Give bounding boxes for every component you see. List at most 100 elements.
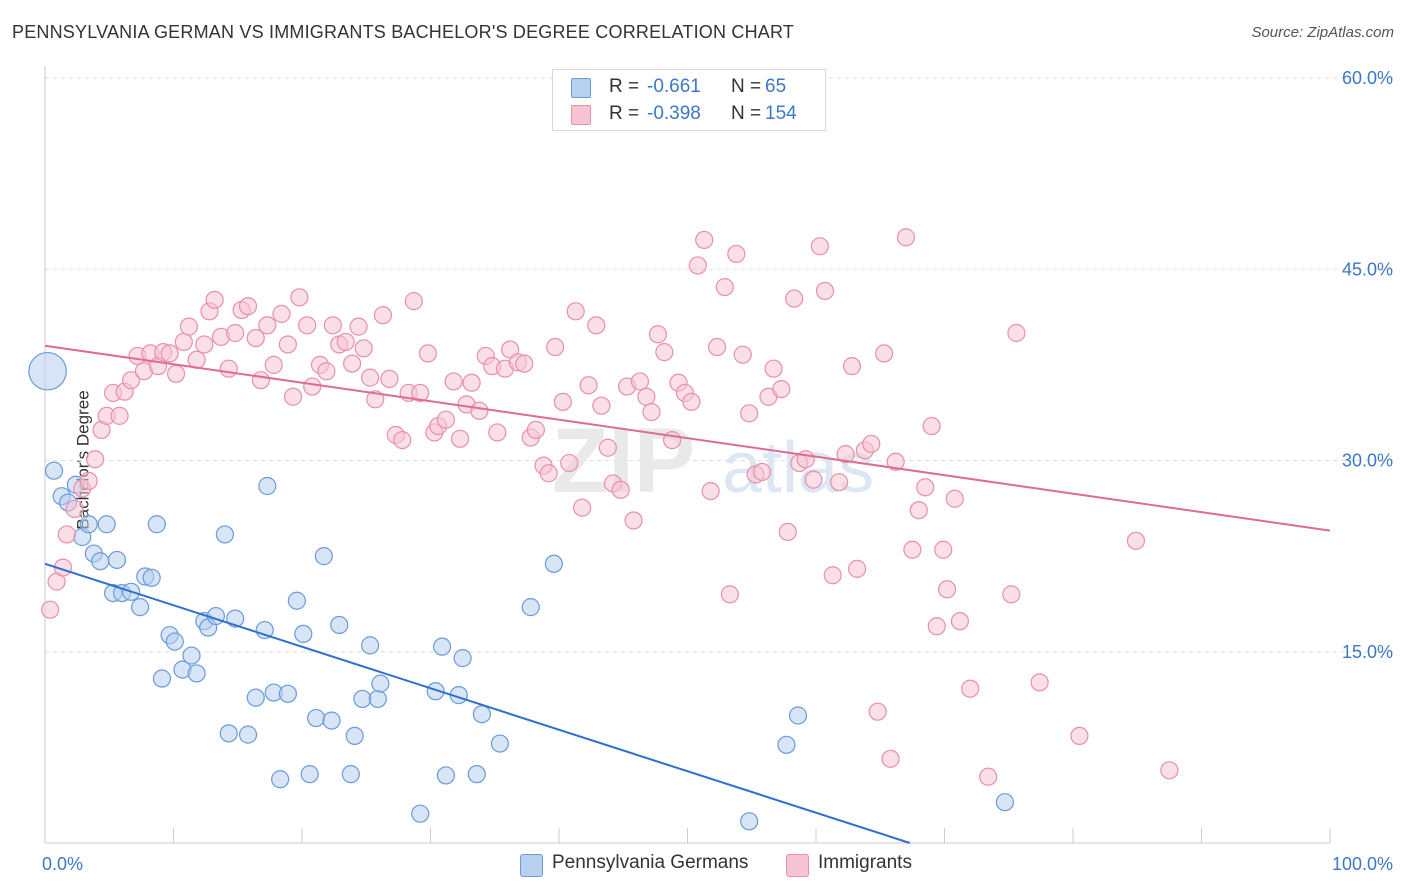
immigrant-point (785, 289, 804, 308)
pennsylvania-german-point (472, 705, 491, 724)
immigrant-point (444, 372, 463, 391)
immigrant-point (752, 462, 772, 482)
tick-label-layer: 15.0% 30.0% 45.0% 60.0% 0.0% 100.0% (42, 68, 1393, 874)
correlation-row-immigrants: R = -0.398 N = 154 (553, 101, 825, 127)
pink-swatch-icon (786, 854, 809, 877)
immigrant-point (526, 420, 545, 439)
pennsylvania-german-point (371, 674, 390, 693)
n-value: 154 (765, 103, 797, 124)
r-value: -0.661 (647, 76, 701, 97)
immigrant-point (727, 244, 746, 264)
pennsylvania-german-point (307, 708, 326, 728)
pennsylvania-german-point (165, 632, 184, 651)
immigrant-point (836, 445, 855, 464)
x-tick-label: 0.0% (42, 854, 83, 874)
pennsylvania-german-point (219, 724, 238, 743)
pennsylvania-german-point (426, 682, 445, 701)
immigrant-point (961, 679, 980, 698)
immigrant-point (41, 600, 60, 619)
immigrant-point (166, 364, 186, 383)
immigrant-point (205, 290, 224, 309)
pennsylvania-german-point (544, 554, 563, 573)
pennsylvania-german-point (411, 804, 430, 823)
pennsylvania-german-point (322, 711, 341, 730)
immigrant-point (896, 228, 916, 247)
n-label: N = (731, 103, 762, 124)
immigrant-point (934, 540, 953, 559)
immigrant-point (160, 344, 179, 363)
immigrant-point (515, 354, 534, 373)
axis-layer (44, 66, 1331, 844)
immigrant-point (823, 566, 842, 585)
pennsylvania-german-point (341, 765, 360, 784)
immigrant-point (373, 306, 393, 325)
chart-title: PENNSYLVANIA GERMAN VS IMMIGRANTS BACHEL… (12, 22, 795, 42)
immigrant-point (251, 371, 270, 390)
pennsylvania-german-point (79, 515, 98, 534)
y-tick-label: 30.0% (1342, 451, 1393, 471)
immigrant-point (86, 450, 105, 469)
immigrant-point (579, 376, 598, 395)
immigrant-point (450, 429, 470, 448)
immigrant-point (121, 371, 141, 390)
immigrant-point (611, 480, 630, 499)
immigrant-point (950, 612, 970, 631)
points-layer (28, 228, 1179, 831)
pennsylvania-german-point (152, 669, 172, 688)
immigrant-point (323, 316, 342, 335)
pennsylvania-german-point (740, 812, 759, 831)
pennsylvania-german-point (258, 476, 277, 496)
immigrant-point (560, 453, 579, 473)
r-label: R = (609, 103, 640, 124)
immigrant-trendline (44, 344, 1331, 532)
immigrant-point (707, 337, 727, 357)
immigrant-point (573, 498, 592, 517)
immigrant-point (642, 402, 661, 422)
immigrant-point (380, 369, 399, 388)
pennsylvania-german-point (287, 591, 306, 610)
immigrant-point (637, 387, 656, 406)
immigrant-point (1002, 585, 1021, 604)
pennsylvania-german-point (44, 461, 64, 480)
immigrant-point (219, 359, 238, 378)
pennsylvania-german-point (278, 684, 297, 703)
immigrant-point (361, 368, 380, 387)
trend-layer (44, 344, 1331, 844)
immigrant-point (715, 278, 734, 297)
pennsylvania-german-point (271, 770, 290, 789)
immigrant-point (343, 354, 362, 373)
grid-layer (45, 77, 1393, 653)
n-value: 65 (765, 76, 787, 97)
immigrant-point (587, 316, 606, 335)
pennsylvania-german-point (91, 552, 110, 571)
immigrant-point (79, 471, 98, 490)
immigrant-point (418, 344, 438, 363)
immigrant-point (682, 392, 701, 411)
immigrant-point (695, 230, 714, 250)
immigrant-point (566, 302, 585, 321)
pennsylvania-german-point (130, 598, 150, 617)
immigrant-point (393, 431, 412, 450)
immigrant-point (886, 452, 905, 471)
pennsylvania-german-point (788, 706, 808, 725)
immigrant-point (916, 478, 935, 497)
pennsylvania-german-point (330, 615, 349, 635)
n-label: N = (731, 76, 762, 97)
pennsylvania-german-point (182, 646, 201, 665)
immigrant-point (278, 335, 297, 354)
pink-swatch-icon (571, 105, 591, 125)
y-tick-label: 60.0% (1342, 68, 1393, 88)
correlation-box: R = -0.661 N = 65 R = -0.398 N = 154 (552, 69, 826, 131)
immigrant-point (283, 387, 303, 406)
immigrant-point (922, 416, 941, 436)
immigrant-point (909, 501, 928, 520)
immigrant-point (598, 438, 617, 457)
immigrant-point (945, 489, 964, 508)
immigrant-point (655, 343, 674, 362)
blue-swatch-icon (520, 854, 543, 877)
pennsylvania-german-point (353, 689, 372, 709)
pennsylvania-german-trendline (44, 562, 911, 844)
pennsylvania-german-point (107, 550, 127, 570)
immigrant-point (815, 281, 835, 301)
